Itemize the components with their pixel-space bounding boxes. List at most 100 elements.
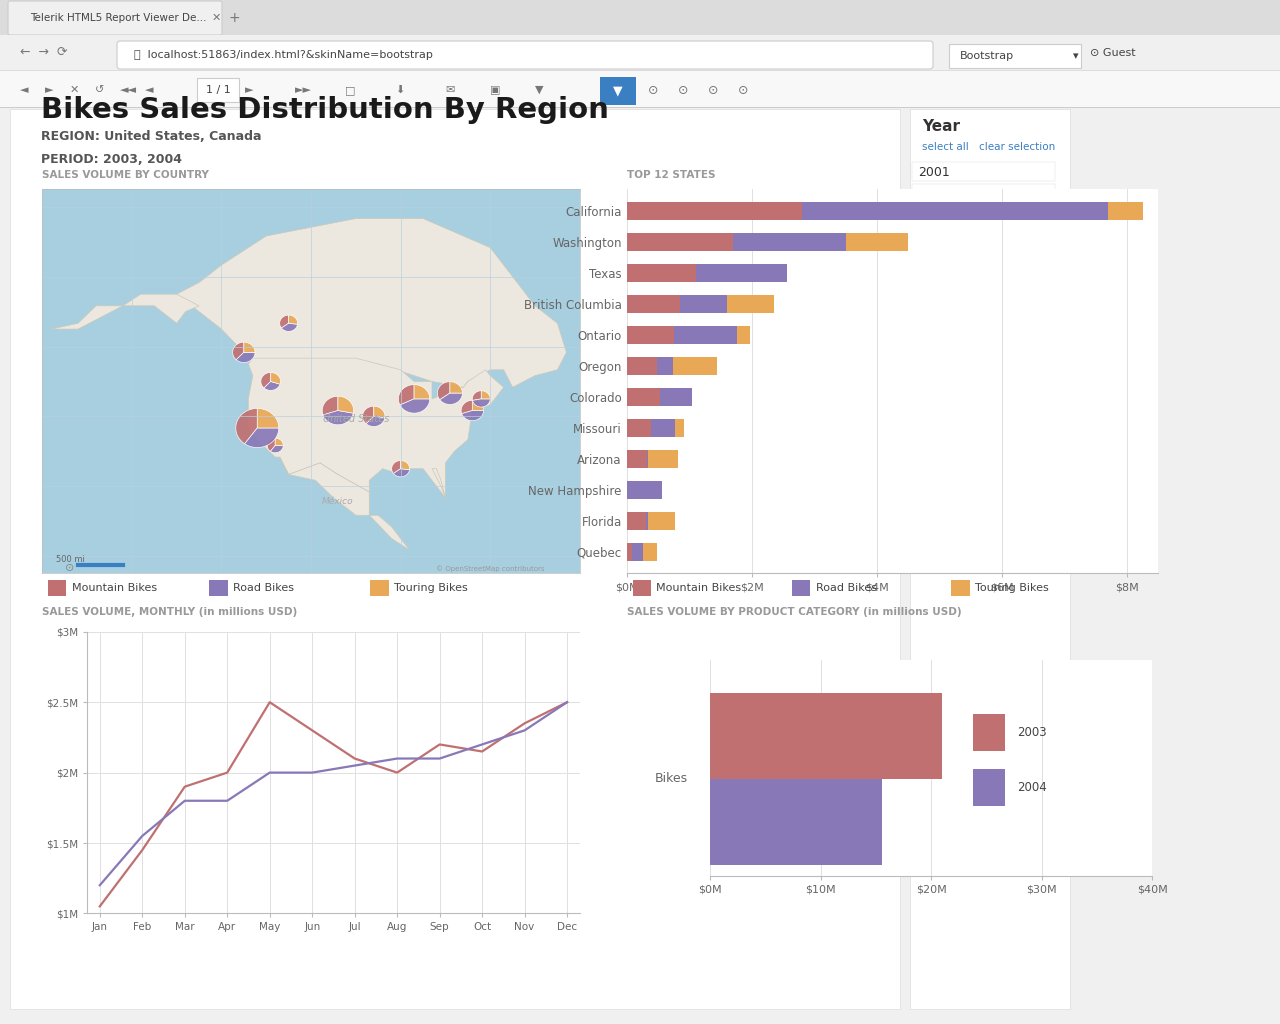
- Polygon shape: [244, 428, 279, 447]
- Bar: [727, 295, 774, 313]
- Polygon shape: [236, 409, 257, 443]
- Polygon shape: [270, 445, 283, 453]
- Bar: [911, 372, 1055, 391]
- Bar: [627, 202, 803, 220]
- Text: ⓘ  localhost:51863/index.html?&skinName=bootstrap: ⓘ localhost:51863/index.html?&skinName=b…: [134, 50, 433, 60]
- Text: ✕: ✕: [70, 85, 79, 95]
- Bar: [710, 778, 882, 864]
- Bar: [657, 357, 673, 375]
- Text: © OpenStreetMap contributors: © OpenStreetMap contributors: [435, 565, 544, 571]
- Bar: [951, 580, 970, 596]
- Text: Bikes Sales Distribution By Region: Bikes Sales Distribution By Region: [41, 96, 608, 124]
- Bar: [973, 769, 1005, 806]
- Text: ►: ►: [45, 85, 54, 95]
- Bar: [681, 295, 727, 313]
- Text: Bootstrap: Bootstrap: [960, 51, 1014, 61]
- Bar: [696, 264, 786, 282]
- Text: SALES VOLUME, MONTHLY (in millions USD): SALES VOLUME, MONTHLY (in millions USD): [42, 607, 297, 617]
- Text: ⊙: ⊙: [64, 562, 74, 572]
- Bar: [659, 388, 692, 406]
- Bar: [911, 184, 1055, 203]
- Polygon shape: [362, 407, 374, 424]
- Text: ▼: ▼: [613, 85, 623, 97]
- Polygon shape: [323, 396, 338, 415]
- Bar: [911, 162, 1055, 181]
- Text: ►: ►: [244, 85, 253, 95]
- Bar: [911, 284, 1055, 303]
- Text: Germany: Germany: [918, 332, 975, 344]
- Bar: [627, 357, 657, 375]
- Text: select all: select all: [922, 142, 969, 152]
- Bar: [652, 419, 675, 437]
- Text: Mountain Bikes: Mountain Bikes: [657, 583, 741, 593]
- Bar: [0, 35, 1280, 70]
- Polygon shape: [438, 382, 451, 399]
- Polygon shape: [257, 409, 279, 428]
- Text: ▼: ▼: [535, 85, 544, 95]
- Polygon shape: [401, 461, 410, 470]
- Text: ⊙: ⊙: [708, 84, 718, 96]
- Text: PERIOD: 2003, 2004: PERIOD: 2003, 2004: [41, 153, 182, 166]
- Polygon shape: [289, 315, 297, 325]
- Polygon shape: [248, 358, 503, 498]
- Bar: [710, 692, 942, 778]
- Bar: [733, 233, 846, 251]
- Bar: [644, 543, 657, 561]
- FancyBboxPatch shape: [197, 78, 239, 102]
- Text: Road Bikes: Road Bikes: [815, 583, 877, 593]
- Bar: [627, 450, 648, 468]
- Text: United States: United States: [323, 414, 389, 424]
- Bar: [47, 580, 67, 596]
- Text: ←  →  ⟳: ← → ⟳: [20, 46, 68, 59]
- Bar: [370, 580, 389, 596]
- Polygon shape: [338, 396, 353, 414]
- Text: 2003: 2003: [918, 210, 950, 222]
- Polygon shape: [472, 399, 490, 407]
- Text: United Kingdom: United Kingdom: [918, 353, 1019, 367]
- Polygon shape: [399, 399, 430, 413]
- Text: 500 mi: 500 mi: [55, 555, 84, 564]
- Bar: [1108, 202, 1143, 220]
- Text: France: France: [918, 309, 960, 323]
- Text: REGION: United States, Canada: REGION: United States, Canada: [41, 130, 261, 143]
- FancyBboxPatch shape: [116, 41, 933, 69]
- Text: 2001: 2001: [918, 166, 950, 178]
- Bar: [627, 295, 681, 313]
- Bar: [646, 512, 649, 529]
- Bar: [627, 233, 733, 251]
- Text: select all: select all: [922, 242, 969, 252]
- Text: 1 / 1: 1 / 1: [206, 85, 230, 95]
- Text: Touring Bikes: Touring Bikes: [975, 583, 1048, 593]
- Text: ⬇: ⬇: [396, 85, 404, 95]
- Bar: [673, 357, 717, 375]
- Polygon shape: [279, 457, 410, 550]
- Polygon shape: [280, 315, 289, 328]
- Text: clear selection: clear selection: [979, 242, 1055, 252]
- Bar: [627, 388, 659, 406]
- Polygon shape: [392, 461, 401, 473]
- Text: ✉: ✉: [445, 85, 454, 95]
- Text: 2002: 2002: [918, 187, 950, 201]
- Polygon shape: [481, 391, 490, 399]
- Bar: [627, 512, 646, 529]
- Polygon shape: [282, 324, 297, 332]
- Polygon shape: [472, 400, 484, 411]
- Text: ↺: ↺: [95, 85, 105, 95]
- Text: ►►: ►►: [294, 85, 312, 95]
- Polygon shape: [233, 342, 244, 359]
- Bar: [675, 419, 684, 437]
- Bar: [649, 450, 678, 468]
- Polygon shape: [451, 382, 462, 393]
- Polygon shape: [366, 417, 385, 427]
- Text: 2004: 2004: [1018, 781, 1047, 794]
- Text: Canada: Canada: [918, 288, 966, 300]
- Polygon shape: [374, 407, 385, 418]
- FancyBboxPatch shape: [948, 44, 1082, 68]
- Text: ▾: ▾: [1073, 51, 1079, 61]
- Text: □: □: [346, 85, 356, 95]
- Polygon shape: [177, 218, 566, 387]
- Polygon shape: [415, 385, 430, 399]
- Bar: [627, 481, 662, 499]
- Bar: [627, 326, 675, 344]
- Bar: [649, 512, 675, 529]
